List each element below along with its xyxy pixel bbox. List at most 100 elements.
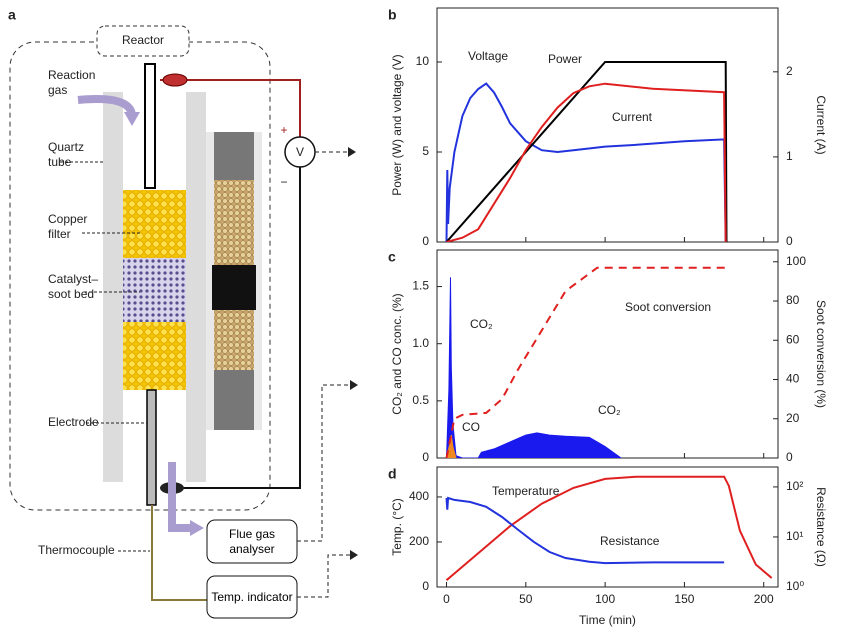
copper-filter xyxy=(123,190,186,258)
y2-tick-label: 80 xyxy=(786,293,800,307)
y2-axis-label: Resistance (Ω) xyxy=(814,487,828,567)
red-wire xyxy=(160,79,301,137)
panel-label: a xyxy=(8,7,16,23)
diagram: a Reactor V + − xyxy=(8,7,358,619)
gas-arrow xyxy=(77,95,136,116)
line xyxy=(445,82,727,242)
y-tick-label: 0.5 xyxy=(412,393,429,407)
plot-frame xyxy=(436,249,779,459)
series-label: Resistance xyxy=(600,534,660,548)
red-clip xyxy=(162,73,188,87)
series-label: CO xyxy=(462,420,480,434)
series-label: Power xyxy=(548,52,582,66)
leader-lines xyxy=(60,161,150,552)
gas-arrow-head xyxy=(190,520,204,536)
line xyxy=(445,475,773,581)
quartz-wall xyxy=(186,92,206,482)
line xyxy=(446,82,727,242)
diagram-label: Thermocouple xyxy=(38,543,115,557)
x-tick-label: 200 xyxy=(754,592,774,606)
photo-copper xyxy=(214,180,254,265)
area xyxy=(445,277,622,458)
plot-area xyxy=(445,61,728,242)
x-tick-label: 0 xyxy=(443,592,450,606)
copper-filter xyxy=(123,322,186,390)
y2-axis-label: Soot conversion (%) xyxy=(814,300,828,408)
line xyxy=(445,496,725,565)
y2-tick-label: 100 xyxy=(786,254,806,268)
x-axis-label: Time (min) xyxy=(579,613,636,627)
x-tick-label: 150 xyxy=(674,592,694,606)
y-axis-label: Power (W) and voltage (V) xyxy=(390,54,404,195)
panel-label: c xyxy=(388,249,396,265)
panel-label: d xyxy=(388,466,397,482)
plot-frame xyxy=(436,466,779,588)
y-tick-label: 1.0 xyxy=(412,336,429,350)
y2-tick-label: 10² xyxy=(786,479,803,493)
y2-tick-label: 1 xyxy=(786,149,793,163)
y2-tick-label: 0 xyxy=(786,234,793,248)
plus-label: + xyxy=(280,123,287,137)
diagram-label: Quartz tube xyxy=(48,140,85,169)
arrow-line xyxy=(297,384,352,542)
plot-area xyxy=(445,475,773,581)
quartz-wall xyxy=(103,92,123,482)
series-label: Current xyxy=(612,110,653,124)
arrow-line xyxy=(297,554,352,598)
y-axis-label: Temp. (°C) xyxy=(390,498,404,555)
photo-band xyxy=(212,265,256,310)
reactor-label: Reactor xyxy=(122,33,164,47)
y2-tick-label: 10¹ xyxy=(786,529,803,543)
thermocouple-wire xyxy=(151,505,207,601)
x-tick-label: 50 xyxy=(519,592,533,606)
panel-label: b xyxy=(388,7,397,23)
y2-tick-label: 10⁰ xyxy=(786,579,804,593)
series-label: Temperature xyxy=(492,484,560,498)
photo-copper xyxy=(214,310,254,370)
minus-label: − xyxy=(280,175,287,189)
diagram-label: Reaction gas xyxy=(48,68,96,97)
y2-tick-label: 60 xyxy=(786,332,800,346)
black-wire xyxy=(180,167,301,489)
line xyxy=(445,266,726,458)
series-label: CO₂ xyxy=(470,317,493,331)
gas-arrow xyxy=(168,462,192,532)
arrow-head xyxy=(350,550,358,560)
annotation: CO₂ xyxy=(598,403,621,417)
series-label: Voltage xyxy=(468,49,508,63)
y-tick-label: 10 xyxy=(416,54,430,68)
y-tick-label: 200 xyxy=(409,534,429,548)
line xyxy=(445,61,728,242)
series-label: Soot conversion xyxy=(625,300,711,314)
reactor-box xyxy=(96,25,190,57)
gas-arrow-head xyxy=(124,112,140,126)
y2-tick-label: 40 xyxy=(786,372,800,386)
meter-label: V xyxy=(296,145,304,159)
y-axis-label: CO₂ and CO conc. (%) xyxy=(390,293,404,414)
y2-axis-label: Current (A) xyxy=(814,95,828,154)
y-tick-label: 5 xyxy=(422,144,429,158)
arrow-head xyxy=(350,380,358,390)
diagram-label: Catalyst–soot bed xyxy=(48,272,99,301)
y-tick-label: 0 xyxy=(422,450,429,464)
y-tick-label: 0 xyxy=(422,579,429,593)
area xyxy=(445,435,457,458)
y2-tick-label: 20 xyxy=(786,411,800,425)
diagram-label: Copper filter xyxy=(48,212,88,241)
arrow-head xyxy=(348,147,356,157)
catalyst-bed xyxy=(123,258,186,322)
y-tick-label: 1.5 xyxy=(412,279,429,293)
electrode-bottom xyxy=(146,389,157,506)
x-tick-label: 100 xyxy=(595,592,615,606)
y2-tick-label: 0 xyxy=(786,450,793,464)
reactor-outline xyxy=(9,41,271,511)
box-label: Flue gas analyser xyxy=(228,526,276,556)
plot-frame xyxy=(436,7,779,243)
y2-tick-label: 2 xyxy=(786,64,793,78)
y-tick-label: 400 xyxy=(409,489,429,503)
box-label: Temp. indicator xyxy=(211,589,293,604)
diagram-label: Electrode xyxy=(48,415,99,429)
electrode-top xyxy=(144,63,156,189)
